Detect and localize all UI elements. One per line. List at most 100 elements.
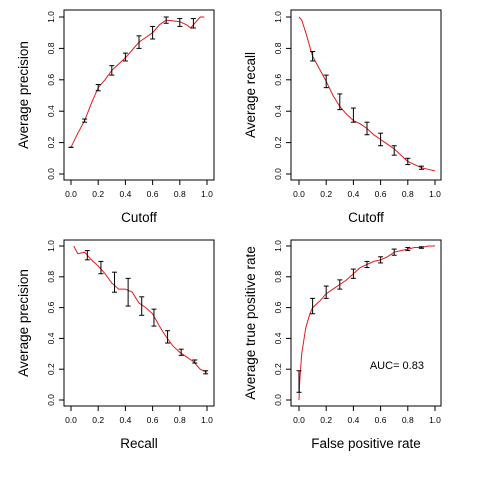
y-tick-label: 0.8 [273, 271, 283, 283]
y-tick-label: 1.0 [273, 11, 283, 23]
y-tick-label: 0.6 [46, 301, 56, 313]
error-bar [378, 256, 384, 264]
y-tick-label: 0.8 [46, 271, 56, 283]
plot-frame [63, 239, 215, 407]
error-bar [350, 268, 356, 279]
y-axis-title: Average precision [16, 269, 31, 377]
error-bar [165, 330, 171, 344]
error-bar [203, 370, 209, 375]
error-bar [364, 260, 370, 269]
y-tick-label: 1.0 [46, 240, 56, 252]
error-bar [310, 297, 316, 315]
y-axis-title: Average true positive rate [243, 246, 258, 400]
y-tick-label: 0.6 [273, 301, 283, 313]
error-bar [405, 157, 411, 166]
error-bar [122, 52, 128, 62]
error-bar [151, 308, 157, 327]
x-tick-label: 0.0 [65, 415, 77, 425]
x-tick-label: 0.4 [119, 415, 131, 425]
error-bar [337, 93, 343, 111]
x-axis-title: Recall [120, 436, 158, 451]
y-axis-title: Average recall [243, 52, 258, 138]
y-tick-label: 0.8 [46, 42, 56, 54]
y-tick-label: 1.0 [46, 11, 56, 23]
chart-panel-4: 0.0 0.2 0.4 0.6 0.8 1.0 0.0 0.2 0.4 0.6 0.8 1.0 Fals… [243, 239, 442, 451]
error-bar [139, 296, 145, 316]
error-bar [310, 51, 316, 62]
mean-curve [298, 245, 435, 401]
error-bar [323, 285, 329, 299]
y-axis-title: Average precision [16, 41, 31, 149]
x-tick-label: 0.4 [119, 189, 131, 199]
y-tick-label: 0.0 [46, 394, 56, 406]
error-bar [98, 260, 104, 275]
error-bar [84, 250, 90, 261]
y-tick-label: 0.4 [273, 105, 283, 117]
error-bar [418, 165, 424, 170]
error-bar [190, 18, 196, 29]
error-bar [323, 74, 329, 89]
y-tick-label: 0.0 [273, 168, 283, 180]
x-tick-label: 0.6 [147, 415, 159, 425]
error-bar [337, 279, 343, 290]
x-tick-label: 0.8 [402, 189, 414, 199]
error-bar [136, 35, 142, 49]
x-tick-label: 0.2 [92, 415, 104, 425]
mean-curve [70, 16, 205, 148]
error-bar [391, 248, 397, 256]
y-tick-label: 0.2 [46, 363, 56, 375]
x-tick-label: 0.4 [347, 189, 359, 199]
x-tick-label: 1.0 [201, 189, 213, 199]
y-tick-label: 1.0 [273, 240, 283, 252]
y-tick-label: 0.2 [46, 136, 56, 148]
x-tick-label: 0.8 [402, 415, 414, 425]
error-bar [350, 107, 356, 123]
y-tick-label: 0.6 [46, 74, 56, 86]
x-tick-label: 0.0 [293, 189, 305, 199]
y-tick-label: 0.4 [273, 332, 283, 344]
error-bar [364, 121, 370, 136]
x-tick-label: 1.0 [429, 415, 441, 425]
x-tick-label: 0.0 [65, 189, 77, 199]
error-bar [163, 16, 169, 24]
x-tick-label: 0.2 [92, 189, 104, 199]
x-tick-label: 0.8 [174, 415, 186, 425]
chart-panel-3: 0.0 0.2 0.4 0.6 0.8 1.0 0.0 0.2 0.4 0.6 0.8 1.0 Reca… [16, 239, 215, 451]
error-bar [82, 118, 88, 123]
x-tick-label: 0.2 [320, 415, 332, 425]
y-tick-label: 0.4 [46, 105, 56, 117]
x-tick-label: 0.2 [320, 189, 332, 199]
error-bar [177, 18, 183, 27]
y-tick-label: 0.0 [46, 168, 56, 180]
x-tick-label: 0.6 [375, 189, 387, 199]
y-tick-label: 0.0 [273, 394, 283, 406]
error-bar [150, 25, 156, 40]
auc-annotation: AUC= 0.83 [370, 360, 424, 372]
x-axis-title: False positive rate [311, 436, 421, 451]
x-tick-label: 0.8 [174, 189, 186, 199]
error-bar [109, 65, 115, 76]
y-tick-label: 0.6 [273, 74, 283, 86]
mean-curve [298, 16, 436, 172]
plot-frame [290, 9, 442, 181]
error-bar [391, 145, 397, 156]
error-bar [112, 271, 118, 293]
y-tick-label: 0.2 [273, 363, 283, 375]
error-bar [418, 246, 424, 249]
y-tick-label: 0.4 [46, 332, 56, 344]
x-tick-label: 1.0 [429, 189, 441, 199]
mean-curve [73, 245, 208, 373]
y-tick-label: 0.2 [273, 136, 283, 148]
x-tick-label: 0.0 [293, 415, 305, 425]
error-bar [178, 348, 184, 356]
error-bar [192, 359, 198, 364]
error-bar [296, 370, 302, 393]
chart-panel-2: 0.0 0.2 0.4 0.6 0.8 1.0 0.0 0.2 0.4 0.6 0.8 1.0 Cuto… [243, 9, 442, 225]
x-axis-title: Cutoff [121, 210, 157, 225]
x-tick-label: 0.6 [147, 189, 159, 199]
x-tick-label: 1.0 [201, 415, 213, 425]
x-tick-label: 0.4 [347, 415, 359, 425]
y-tick-label: 0.8 [273, 42, 283, 54]
chart-panel-1: 0.0 0.2 0.4 0.6 0.8 1.0 0.0 0.2 0.4 0.6 0.8 1.0 Cuto… [16, 9, 215, 225]
